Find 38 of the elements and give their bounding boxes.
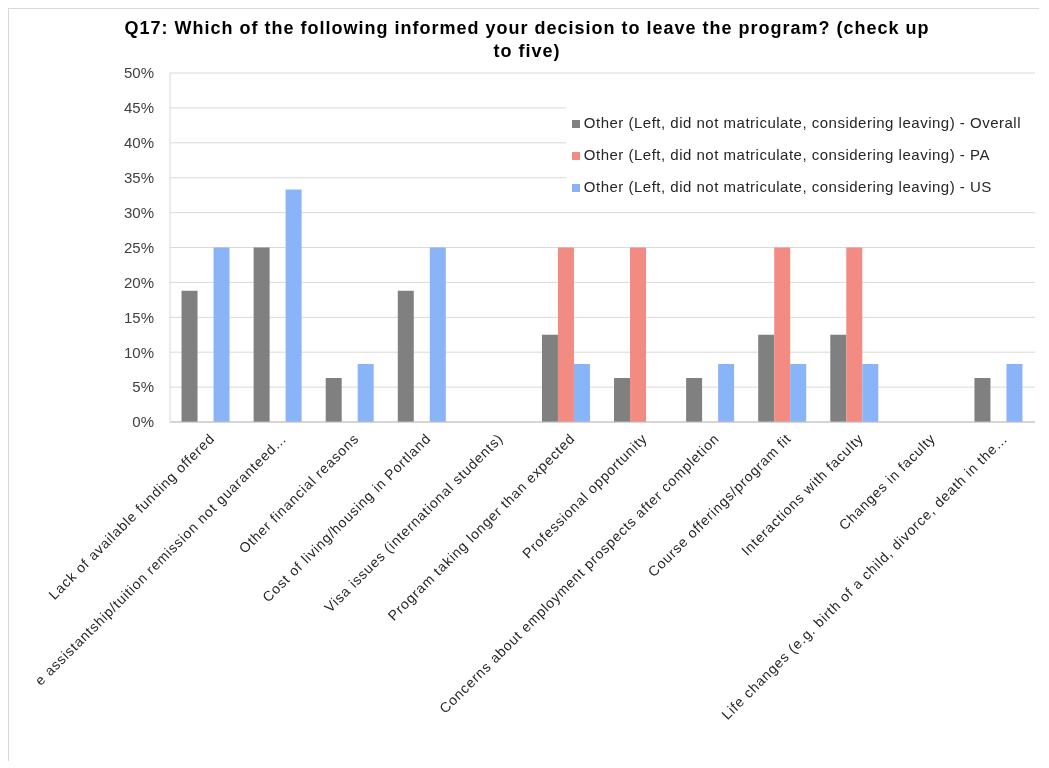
y-tick-label: 30% bbox=[123, 203, 154, 221]
bar bbox=[397, 290, 414, 422]
bar bbox=[541, 334, 558, 422]
bar bbox=[974, 378, 991, 422]
bar bbox=[1006, 364, 1023, 422]
y-tick-label: 15% bbox=[123, 308, 154, 326]
y-tick-label: 25% bbox=[123, 238, 154, 256]
y-tick-label: 20% bbox=[123, 273, 154, 291]
legend-label: Other (Left, did not matriculate, considering leaving) - PA bbox=[583, 146, 990, 163]
bar bbox=[181, 290, 198, 422]
bar bbox=[846, 247, 863, 422]
y-tick-label: 35% bbox=[123, 169, 154, 187]
bar bbox=[686, 378, 703, 422]
bar bbox=[557, 247, 574, 422]
bar bbox=[790, 364, 807, 422]
y-tick-label: 40% bbox=[123, 134, 154, 152]
chart-title: Q17: Which of the following informed your decision to leave the program? (check up to five) bbox=[123, 17, 931, 63]
bar bbox=[758, 334, 775, 422]
bar bbox=[774, 247, 791, 422]
y-tick-label: 5% bbox=[132, 378, 154, 396]
bar bbox=[325, 378, 342, 422]
bar bbox=[213, 247, 230, 422]
bar bbox=[285, 189, 302, 422]
bar bbox=[429, 247, 446, 422]
y-tick-label: 50% bbox=[123, 64, 154, 82]
bar bbox=[830, 334, 847, 422]
bar bbox=[862, 364, 879, 422]
bar bbox=[614, 378, 631, 422]
bar bbox=[573, 364, 590, 422]
y-tick-label: 45% bbox=[123, 99, 154, 117]
y-tick-label: 0% bbox=[132, 413, 154, 431]
bar bbox=[630, 247, 647, 422]
legend-label: Other (Left, did not matriculate, considering leaving) - US bbox=[583, 178, 992, 195]
bar bbox=[253, 247, 270, 422]
y-tick-label: 10% bbox=[123, 343, 154, 361]
bar bbox=[357, 364, 374, 422]
legend-label: Other (Left, did not matriculate, considering leaving) - Overall bbox=[583, 114, 1021, 131]
bar bbox=[718, 364, 735, 422]
